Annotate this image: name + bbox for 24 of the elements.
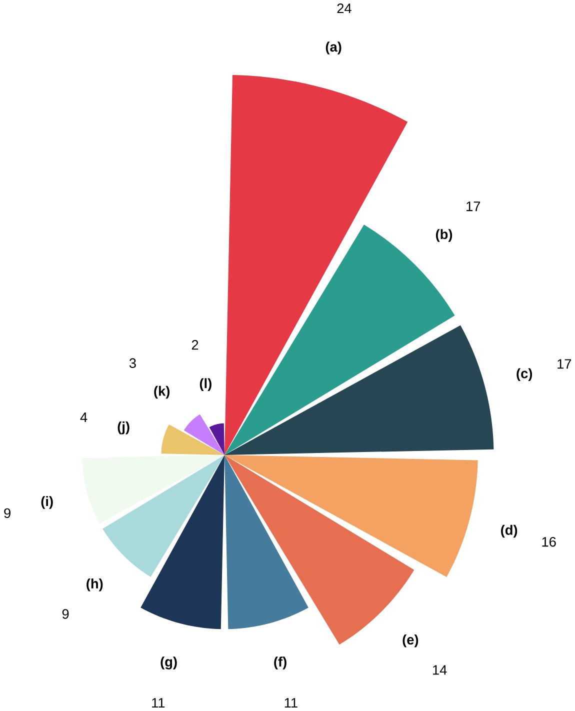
data-label: 11: [284, 698, 298, 708]
category-label: (i): [41, 496, 53, 509]
category-label: (e): [402, 634, 418, 648]
category-label: (j): [118, 422, 130, 434]
category-label: (b): [436, 229, 452, 242]
data-label: 16: [542, 537, 556, 547]
data-label: 14: [432, 665, 447, 675]
category-label: (d): [500, 524, 518, 538]
category-label: (a): [326, 42, 342, 54]
category-label: (h): [86, 578, 103, 592]
data-label: 17: [466, 202, 480, 212]
category-label: (g): [160, 656, 177, 670]
category-label: (c): [516, 368, 532, 381]
data-label: 2: [192, 340, 198, 350]
data-label: 4: [80, 412, 88, 422]
category-label: (f): [274, 656, 286, 670]
data-label: 24: [337, 4, 352, 14]
data-label: 3: [129, 358, 136, 368]
category-label: (l): [200, 378, 212, 391]
data-label: 9: [62, 609, 69, 619]
data-label: 9: [4, 508, 10, 518]
category-label: (k): [154, 386, 170, 399]
data-label: 17: [557, 359, 571, 369]
data-label: 11: [152, 698, 164, 708]
